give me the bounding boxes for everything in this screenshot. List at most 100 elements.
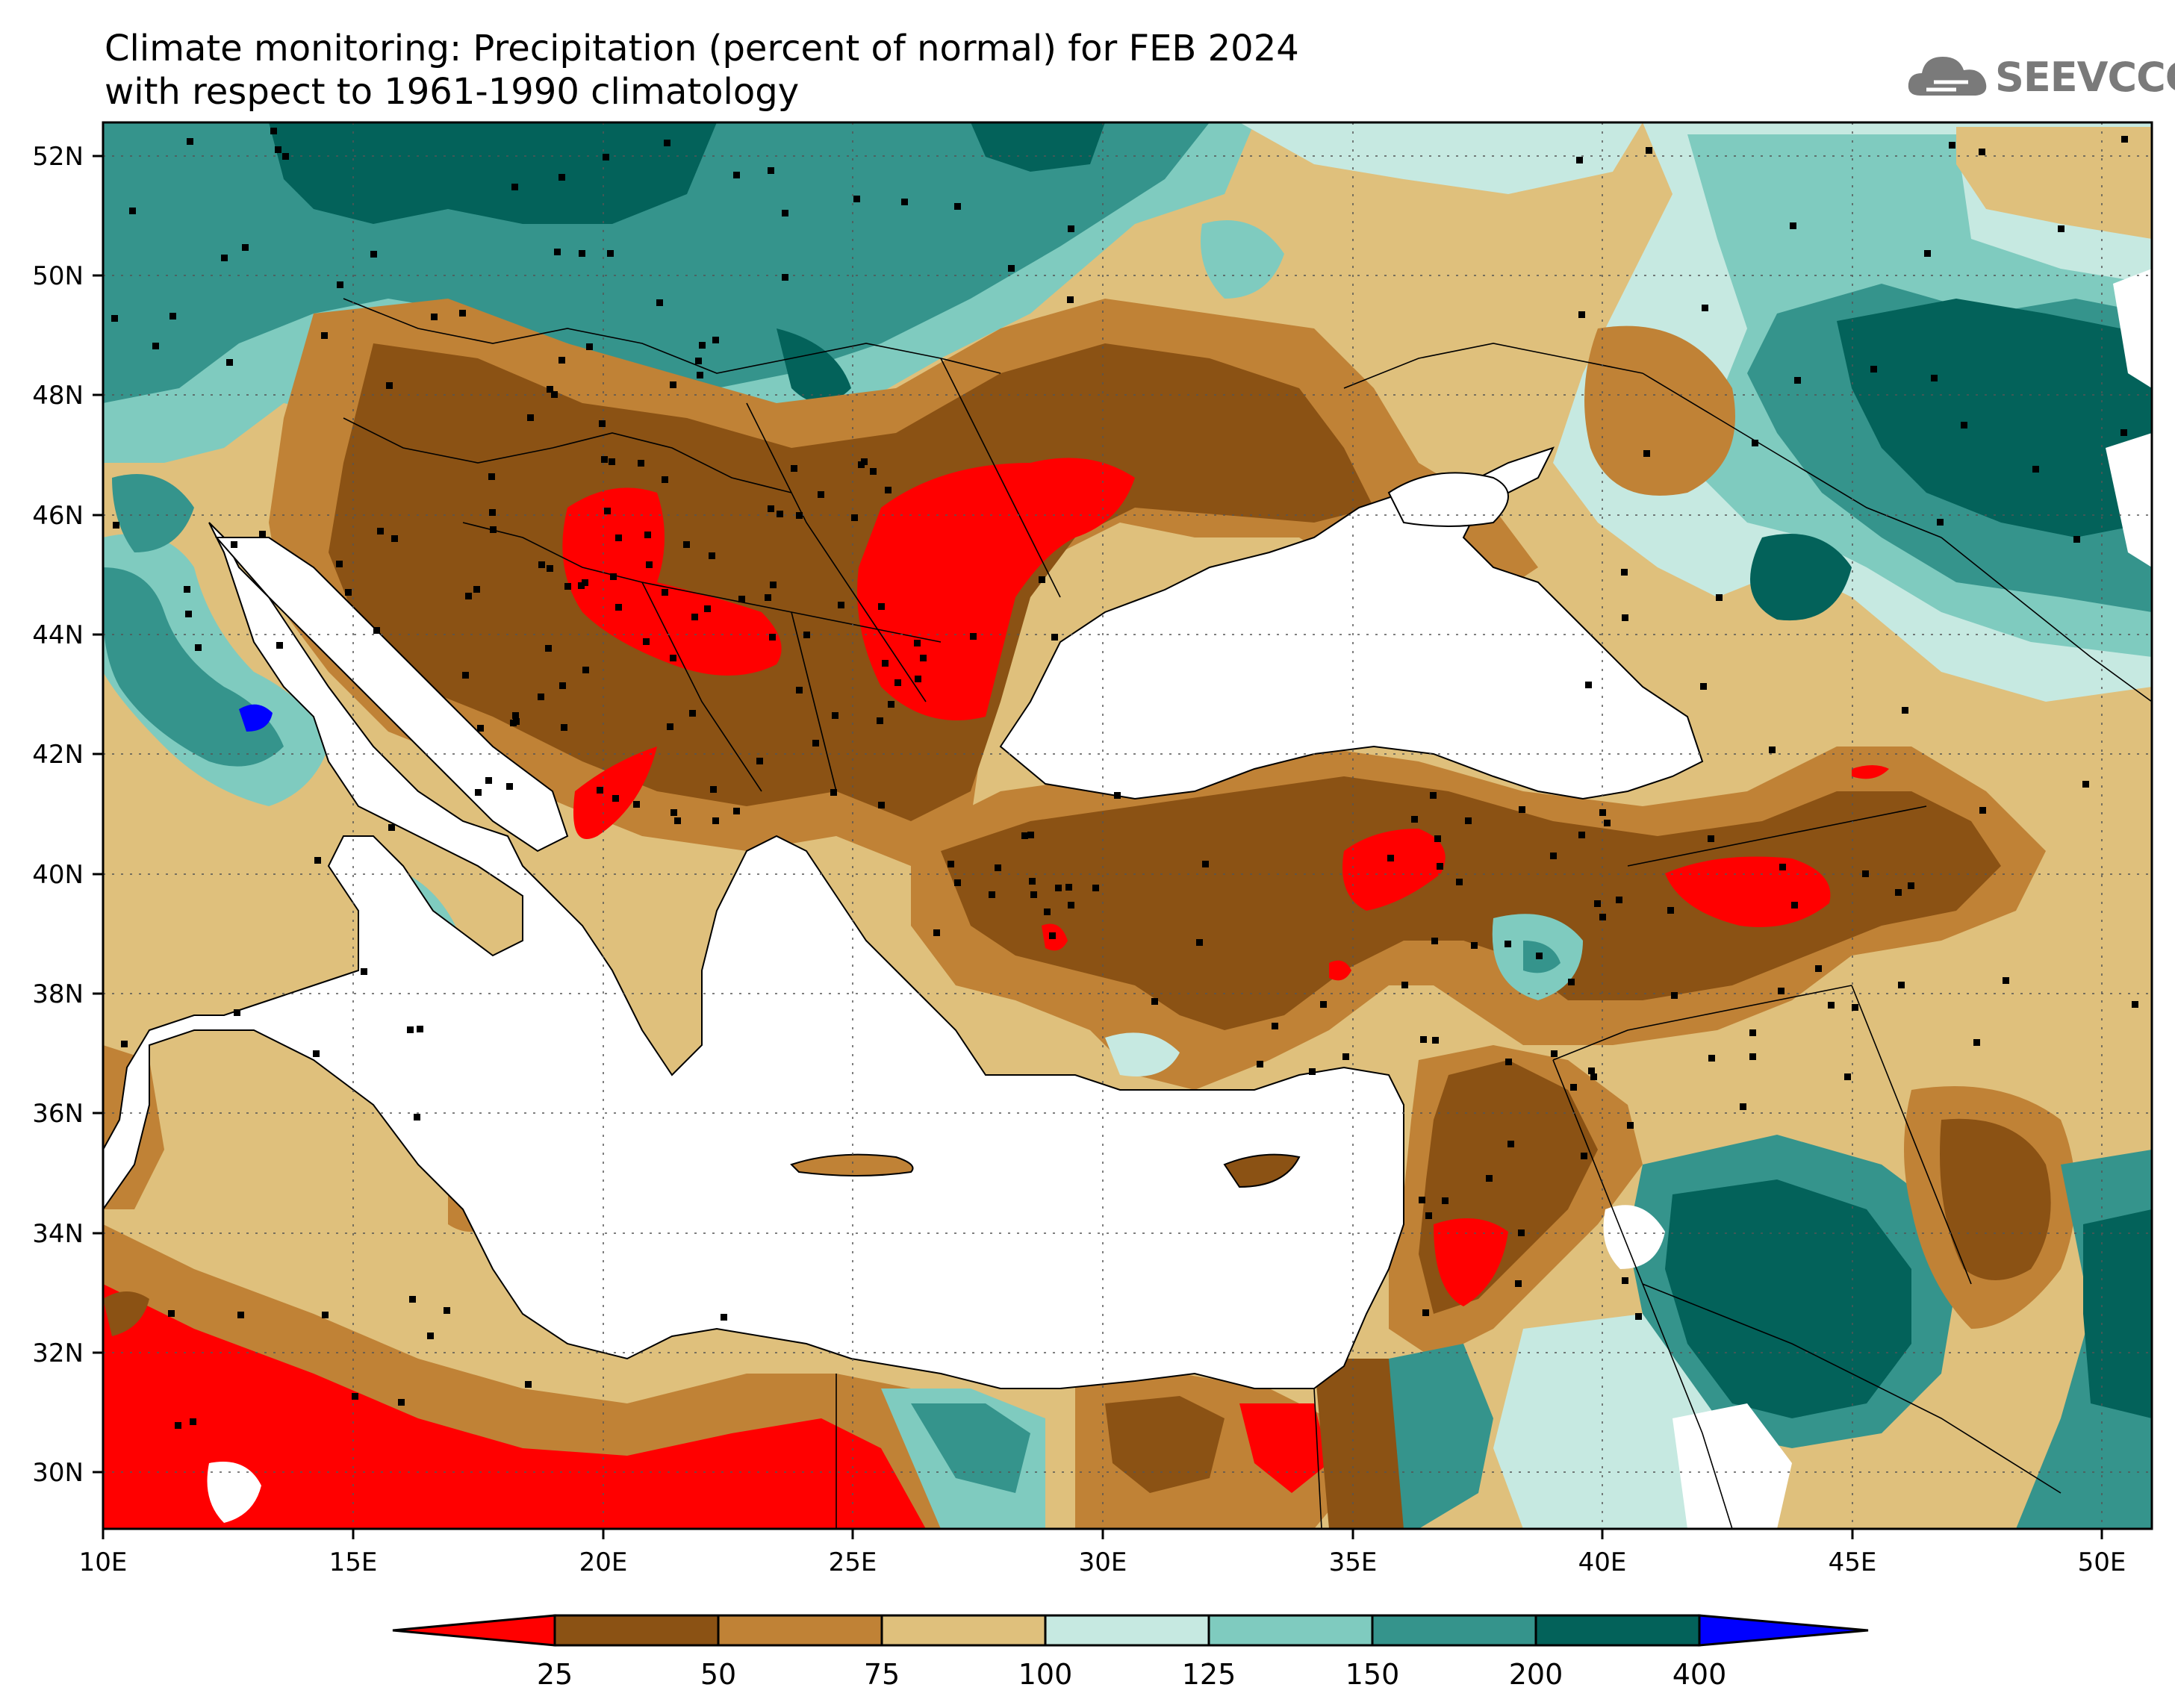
station-marker — [1749, 1053, 1756, 1060]
station-marker — [190, 1418, 196, 1425]
station-marker — [1622, 614, 1628, 621]
station-marker — [551, 391, 558, 398]
station-marker — [1257, 1061, 1263, 1068]
station-marker — [345, 589, 352, 596]
lon-label-40e: 40E — [1578, 1548, 1627, 1577]
station-marker — [1067, 296, 1074, 303]
lat-label-30n: 30N — [32, 1458, 84, 1488]
station-marker — [370, 251, 377, 258]
station-marker — [558, 174, 565, 181]
station-marker — [1465, 817, 1472, 824]
station-marker — [2121, 136, 2128, 143]
station-marker — [885, 487, 892, 493]
longitude-labels: 10E 15E 20E 25E 30E 35E 40E 45E 50E — [79, 1548, 2126, 1577]
station-marker — [738, 596, 745, 602]
station-marker — [1779, 864, 1786, 870]
station-marker — [237, 1312, 244, 1318]
station-marker — [948, 861, 954, 867]
station-marker — [1576, 157, 1583, 163]
station-marker — [1616, 897, 1622, 903]
lat-label-44n: 44N — [32, 620, 84, 650]
station-marker — [313, 1050, 320, 1057]
map-frame — [102, 121, 2153, 1530]
station-marker — [768, 167, 774, 174]
station-marker — [818, 491, 824, 498]
station-marker — [1434, 835, 1441, 842]
station-marker — [538, 694, 544, 700]
station-marker — [488, 473, 495, 480]
station-marker — [511, 184, 518, 190]
station-marker — [538, 561, 545, 568]
station-marker — [1411, 816, 1418, 823]
station-marker — [1387, 855, 1394, 861]
station-marker — [231, 541, 237, 548]
station-marker — [901, 199, 908, 205]
station-marker — [221, 255, 228, 261]
station-marker — [1092, 885, 1099, 891]
lat-label-46n: 46N — [32, 501, 84, 531]
station-marker — [1769, 747, 1776, 753]
station-marker — [1320, 1001, 1327, 1008]
lat-label-34n: 34N — [32, 1219, 84, 1249]
station-marker — [1550, 853, 1557, 859]
station-marker — [1902, 707, 1908, 714]
station-marker — [1599, 914, 1606, 920]
station-marker — [1029, 878, 1036, 885]
station-marker — [615, 534, 622, 541]
title-line-1: Climate monitoring: Precipitation (perce… — [105, 28, 1299, 69]
station-marker — [670, 655, 676, 661]
station-marker — [485, 777, 492, 784]
station-marker — [431, 314, 438, 320]
station-marker — [386, 382, 393, 389]
station-marker — [894, 679, 901, 686]
station-markers — [111, 128, 2138, 1429]
station-marker — [633, 801, 640, 808]
colorbar-bin-200-400 — [1534, 1614, 1701, 1647]
station-marker — [1456, 879, 1463, 885]
station-marker — [1708, 1055, 1715, 1062]
station-marker — [578, 582, 585, 589]
station-marker — [769, 634, 776, 640]
station-marker — [462, 672, 469, 679]
station-marker — [662, 589, 668, 596]
station-marker — [1794, 377, 1801, 384]
colorbar-label-75: 75 — [864, 1658, 900, 1691]
station-marker — [152, 343, 159, 349]
colorbar: 25 50 75 100 125 150 200 400 — [392, 1614, 1869, 1691]
station-marker — [1667, 907, 1674, 914]
station-marker — [1507, 1141, 1514, 1147]
station-marker — [1505, 1059, 1512, 1065]
lon-label-25e: 25E — [829, 1548, 877, 1577]
seevccc-logo: SEEVCCC — [1904, 46, 2175, 106]
station-marker — [1895, 889, 1902, 896]
station-marker — [1643, 450, 1650, 457]
lon-label-10e: 10E — [79, 1548, 128, 1577]
station-marker — [601, 456, 608, 463]
station-marker — [1961, 422, 1967, 428]
station-marker — [832, 712, 838, 719]
station-marker — [121, 1041, 128, 1047]
station-marker — [1862, 870, 1869, 877]
axis-ticks — [93, 155, 2103, 1539]
station-marker — [477, 725, 484, 732]
station-marker — [1778, 988, 1785, 994]
station-marker — [276, 642, 283, 649]
station-marker — [414, 1114, 420, 1121]
station-marker — [954, 879, 961, 886]
station-marker — [1437, 863, 1443, 870]
station-marker — [695, 358, 702, 364]
station-marker — [607, 250, 614, 257]
station-marker — [1931, 375, 1938, 381]
station-marker — [667, 723, 673, 730]
station-marker — [877, 717, 883, 724]
black-sea — [999, 446, 1704, 800]
station-marker — [920, 655, 927, 661]
station-marker — [768, 505, 774, 512]
station-marker — [1790, 222, 1796, 229]
station-marker — [933, 929, 940, 936]
station-marker — [612, 795, 619, 802]
station-marker — [427, 1333, 434, 1339]
station-marker — [1051, 634, 1058, 640]
station-marker — [674, 817, 681, 824]
